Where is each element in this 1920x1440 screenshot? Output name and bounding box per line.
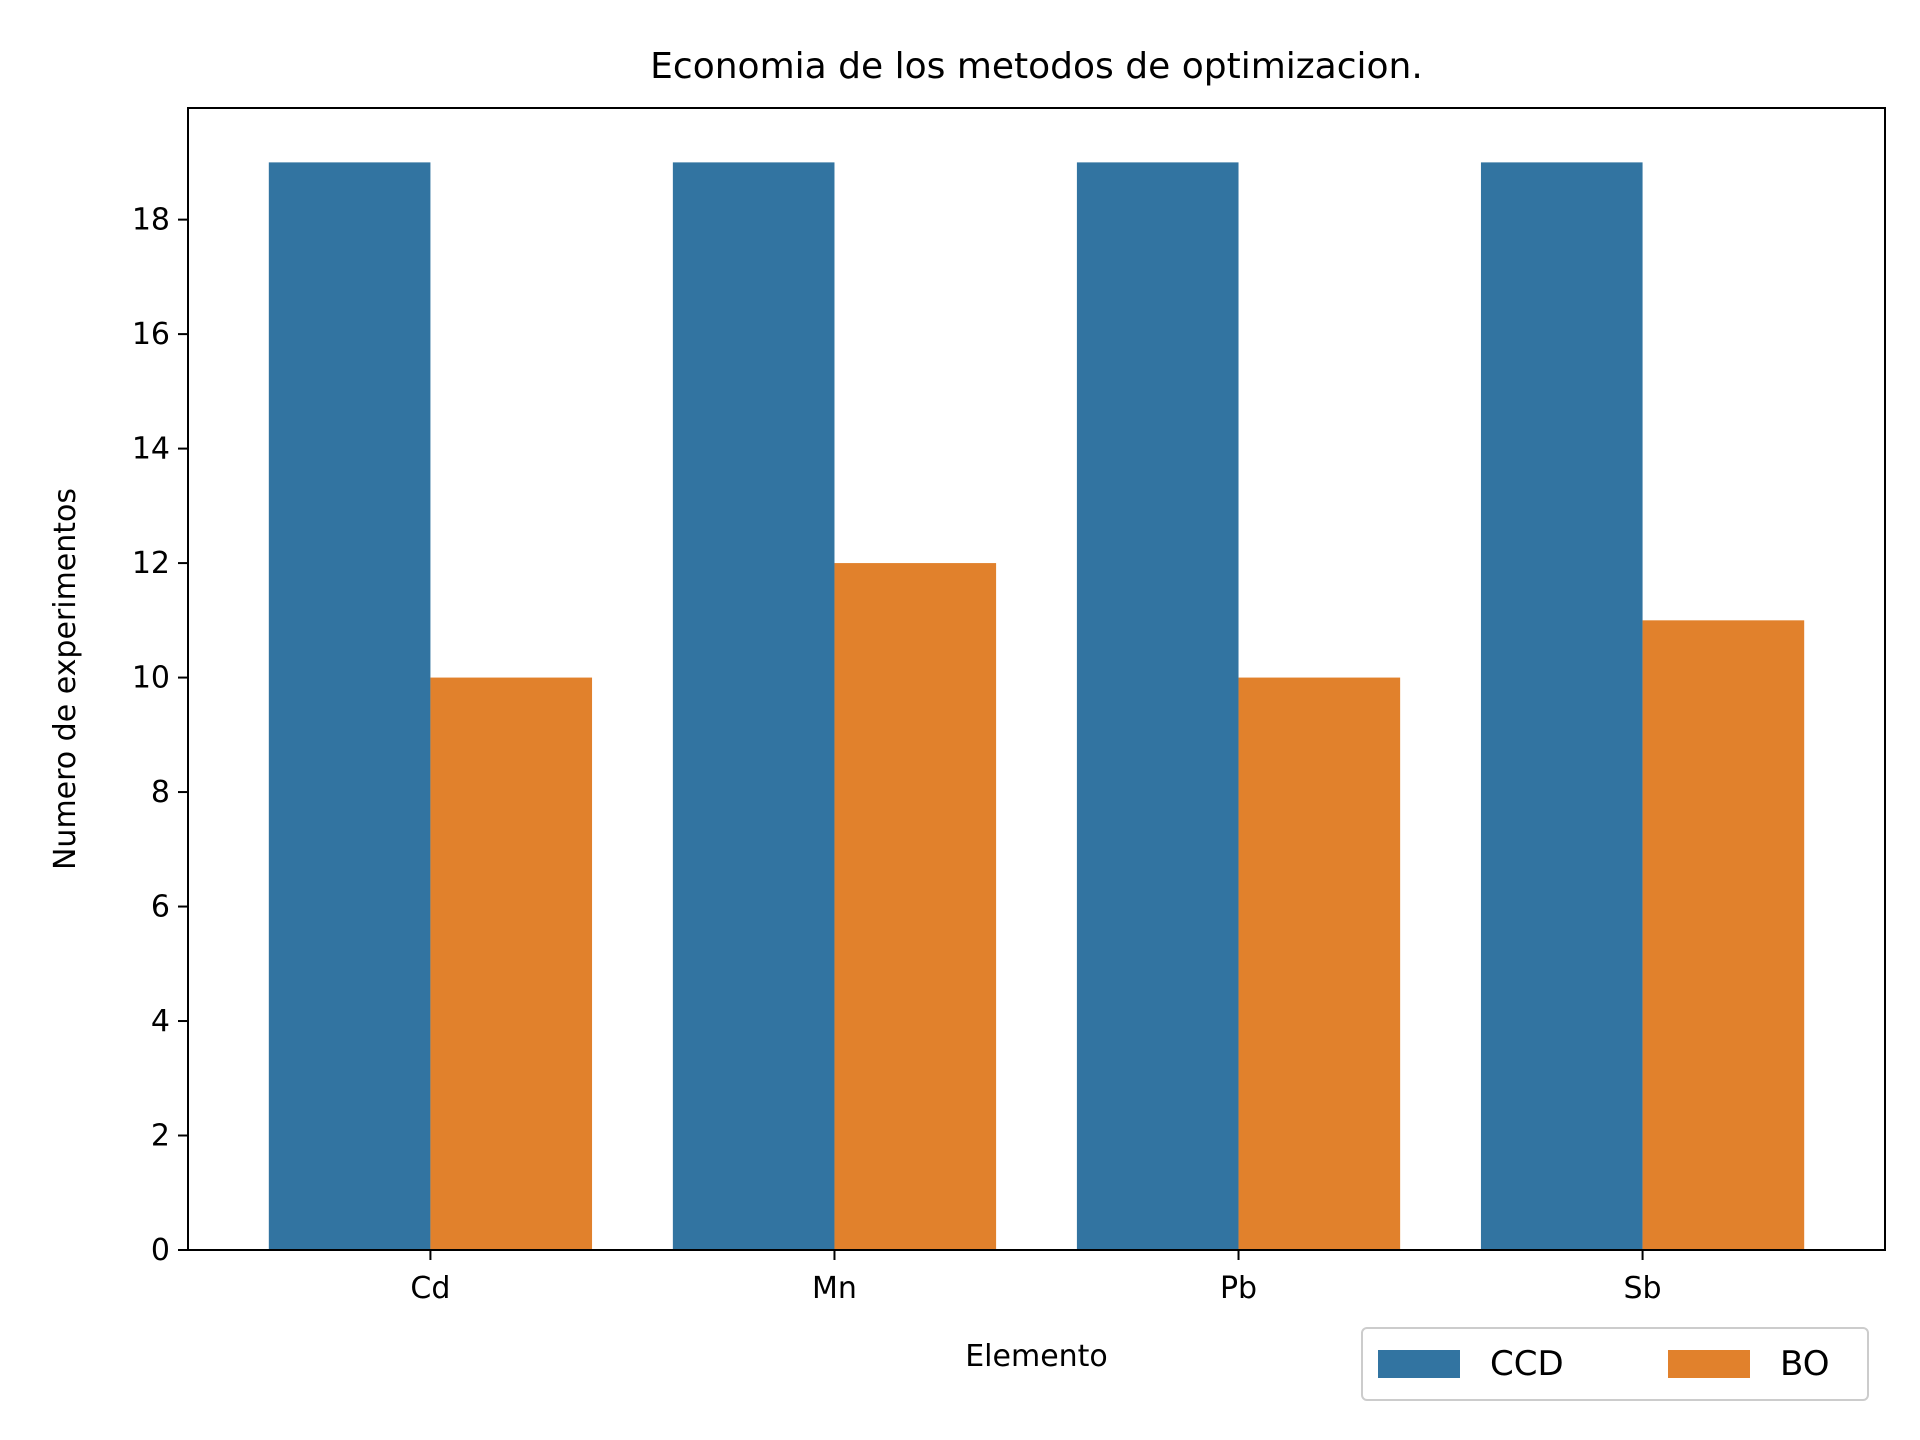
y-tick-label: 0 (151, 1233, 170, 1268)
legend: CCD BO (1361, 1327, 1869, 1401)
bars-layer (268, 162, 1805, 1250)
x-axis-ticks: Cd Mn Pb Sb (410, 1250, 1662, 1306)
y-tick-label: 2 (151, 1119, 170, 1154)
legend-swatch-ccd (1378, 1350, 1460, 1378)
y-axis-ticks: 0 2 4 6 8 10 12 14 16 18 (132, 203, 188, 1268)
y-tick-label: 4 (151, 1004, 170, 1039)
legend-swatch-bo (1668, 1350, 1750, 1378)
bar-ccd-sb (1480, 162, 1643, 1250)
bar-ccd-pb (1076, 162, 1239, 1250)
y-tick-label: 16 (132, 317, 170, 352)
axes-frame (187, 107, 1886, 1251)
bar-ccd-cd (268, 162, 431, 1250)
legend-frame (1361, 1327, 1869, 1401)
y-tick-label: 6 (151, 890, 170, 925)
x-axis-label: Elemento (965, 1339, 1108, 1374)
y-axis-label: Numero de experimentos (48, 488, 83, 870)
legend-label-bo: BO (1780, 1344, 1830, 1384)
bar-bo-cd (430, 677, 593, 1250)
y-tick-label: 14 (132, 432, 170, 467)
bar-bo-sb (1642, 620, 1805, 1250)
x-tick-label: Cd (410, 1271, 450, 1306)
bar-bo-pb (1238, 677, 1401, 1250)
chart-title: Economia de los metodos de optimizacion. (650, 46, 1423, 87)
y-tick-label: 10 (132, 661, 170, 696)
y-tick-label: 18 (132, 203, 170, 238)
x-tick-label: Sb (1624, 1271, 1662, 1306)
y-tick-label: 12 (132, 546, 170, 581)
x-tick-label: Pb (1220, 1271, 1257, 1306)
y-tick-label: 8 (151, 775, 170, 810)
legend-label-ccd: CCD (1490, 1344, 1564, 1384)
x-tick-label: Mn (812, 1271, 857, 1306)
bar-ccd-mn (672, 162, 835, 1250)
bar-bo-mn (834, 563, 997, 1250)
